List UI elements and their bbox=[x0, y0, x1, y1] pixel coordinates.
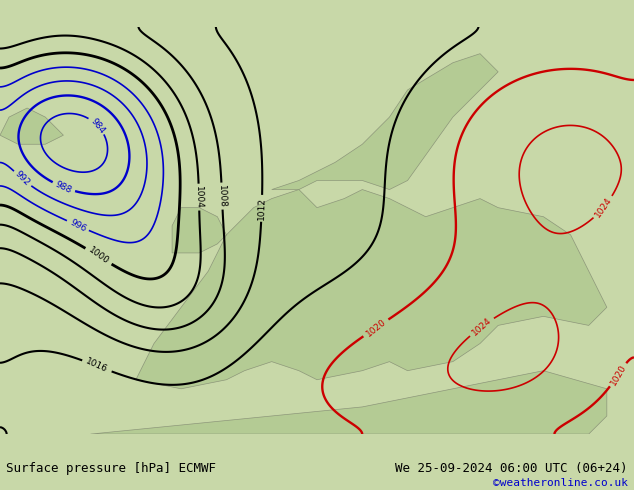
Text: 992: 992 bbox=[13, 170, 32, 188]
Text: 996: 996 bbox=[68, 218, 87, 234]
Text: 1020: 1020 bbox=[364, 317, 387, 339]
Text: 1008: 1008 bbox=[217, 184, 227, 208]
Text: We 25-09-2024 06:00 UTC (06+24): We 25-09-2024 06:00 UTC (06+24) bbox=[395, 462, 628, 475]
Text: 1024: 1024 bbox=[593, 196, 614, 219]
Polygon shape bbox=[0, 108, 63, 144]
Text: 1020: 1020 bbox=[609, 363, 628, 387]
Text: ©weatheronline.co.uk: ©weatheronline.co.uk bbox=[493, 478, 628, 488]
Text: 1012: 1012 bbox=[257, 197, 266, 220]
Text: 988: 988 bbox=[54, 179, 74, 195]
Text: 984: 984 bbox=[89, 116, 107, 135]
Text: 1016: 1016 bbox=[84, 357, 109, 375]
Polygon shape bbox=[272, 54, 498, 190]
Text: Surface pressure [hPa] ECMWF: Surface pressure [hPa] ECMWF bbox=[6, 462, 216, 475]
Text: 1000: 1000 bbox=[87, 246, 110, 267]
Text: 1024: 1024 bbox=[470, 316, 493, 338]
Polygon shape bbox=[136, 190, 607, 389]
Polygon shape bbox=[172, 208, 226, 253]
Text: 1004: 1004 bbox=[194, 186, 204, 209]
Polygon shape bbox=[91, 371, 607, 434]
